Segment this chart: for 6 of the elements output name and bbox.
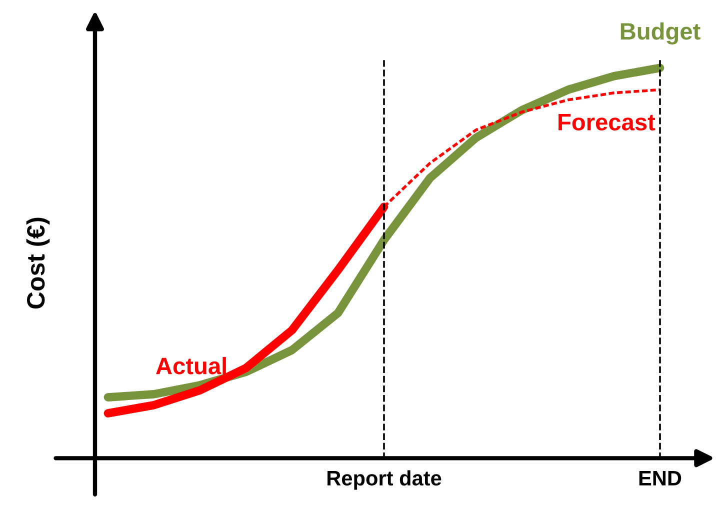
series-label: Forecast — [558, 114, 656, 131]
x-tick-label: END — [639, 471, 682, 486]
series-label: Actual — [156, 357, 226, 374]
y-axis-title: Cost (€) — [26, 218, 50, 309]
series-label: Budget — [620, 22, 700, 44]
x-tick-label: Report date — [328, 470, 442, 490]
